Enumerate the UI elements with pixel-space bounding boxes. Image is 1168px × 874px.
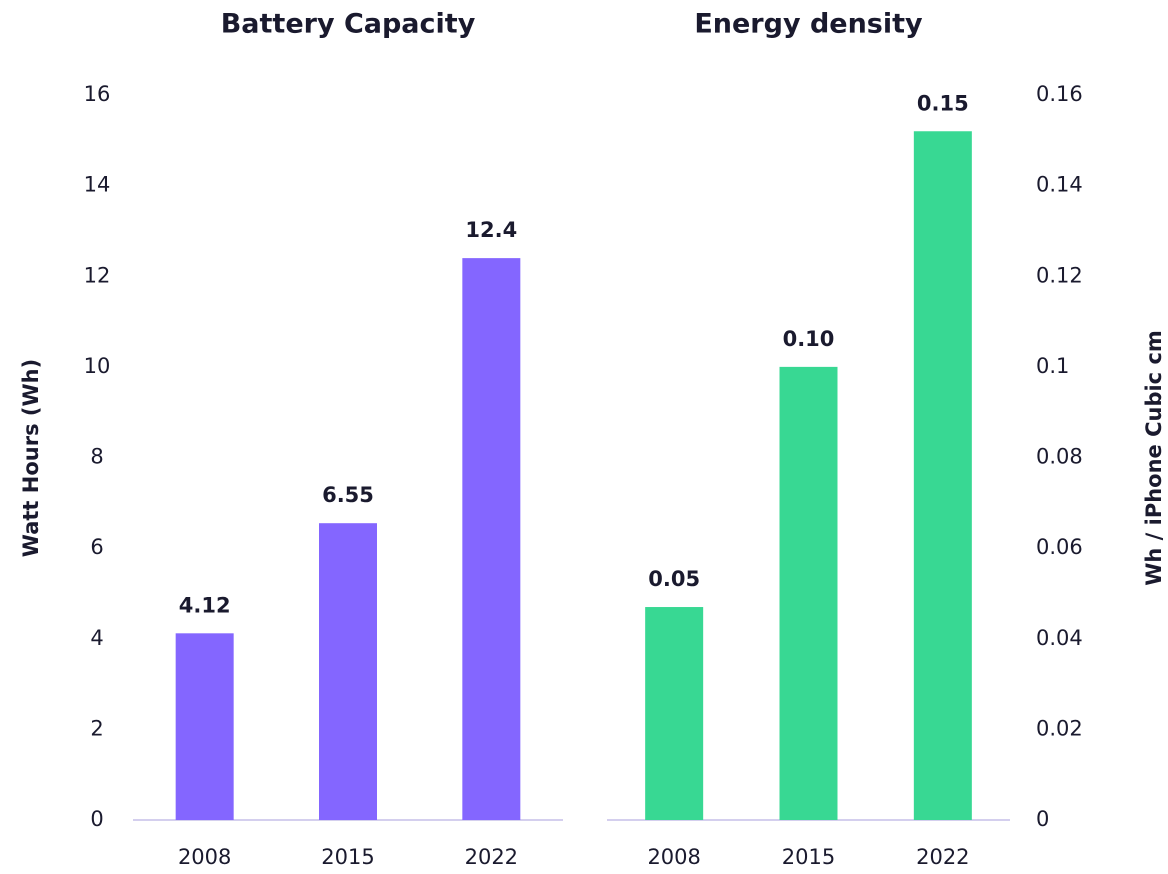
y-tick-label: 14 (84, 173, 111, 197)
y-axis-label: Wh / iPhone Cubic cm (1142, 330, 1166, 586)
value-label: 0.05 (648, 567, 700, 591)
bar (645, 607, 704, 820)
bar (779, 366, 838, 820)
y-tick-label: 0.06 (1036, 535, 1083, 559)
y-tick-label: 0.04 (1036, 626, 1083, 650)
y-tick-label: 2 (90, 716, 103, 740)
bar (319, 523, 377, 820)
y-tick-label: 0.02 (1036, 716, 1083, 740)
x-tick-label: 2008 (178, 845, 231, 869)
bar (175, 633, 234, 820)
value-label: 0.10 (783, 327, 835, 351)
x-tick-label: 2015 (321, 845, 374, 869)
y-axis-label: Watt Hours (Wh) (19, 359, 43, 557)
y-tick-label: 0 (1036, 807, 1049, 831)
y-tick-label: 0.16 (1036, 82, 1083, 106)
value-label: 4.12 (179, 593, 231, 617)
y-tick-label: 16 (84, 82, 111, 106)
x-tick-label: 2022 (916, 845, 969, 869)
x-tick-label: 2015 (782, 845, 835, 869)
y-tick-label: 10 (84, 354, 111, 378)
y-tick-label: 0 (90, 807, 103, 831)
value-label: 0.15 (917, 91, 969, 115)
y-tick-label: 12 (84, 263, 111, 287)
y-tick-label: 0.08 (1036, 445, 1083, 469)
x-tick-label: 2008 (647, 845, 700, 869)
y-tick-label: 0.12 (1036, 263, 1083, 287)
chart-title: Energy density (694, 9, 923, 40)
y-tick-label: 0.14 (1036, 173, 1083, 197)
y-tick-label: 4 (90, 626, 103, 650)
bar (462, 258, 521, 820)
y-tick-label: 8 (90, 445, 103, 469)
chart-title: Battery Capacity (221, 9, 476, 40)
value-label: 6.55 (322, 483, 374, 507)
x-tick-label: 2022 (465, 845, 518, 869)
bar (913, 131, 972, 820)
y-tick-label: 0.1 (1036, 354, 1069, 378)
y-tick-label: 6 (90, 535, 103, 559)
value-label: 12.4 (465, 218, 517, 242)
